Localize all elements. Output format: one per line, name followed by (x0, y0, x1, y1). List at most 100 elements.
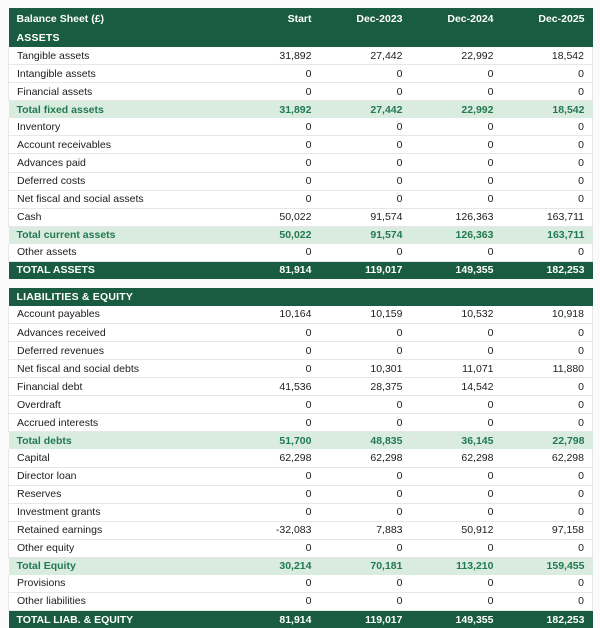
row-label: Net fiscal and social assets (9, 190, 229, 208)
row-value: 0 (502, 503, 593, 521)
row-value: 0 (502, 118, 593, 136)
row-value: 0 (229, 190, 320, 208)
row-label: Deferred revenues (9, 342, 229, 360)
row-value: 50,022 (229, 208, 320, 226)
row-value: 0 (229, 592, 320, 610)
section-header-label: LIABILITIES & EQUITY (9, 288, 593, 306)
row-value: 0 (320, 154, 411, 172)
row-label: Account payables (9, 306, 229, 324)
row-value: 22,798 (502, 432, 593, 450)
row-value: 0 (411, 575, 502, 593)
row-label: Total debts (9, 432, 229, 450)
row-value: 0 (411, 65, 502, 83)
row-value: 0 (229, 539, 320, 557)
section-gap (9, 279, 593, 288)
row-value: 97,158 (502, 521, 593, 539)
row-value: 0 (320, 414, 411, 432)
row-value: 22,992 (411, 101, 502, 119)
row-value: 0 (411, 342, 502, 360)
row-value: 0 (229, 414, 320, 432)
row-label: Financial debt (9, 378, 229, 396)
row-value: 18,542 (502, 47, 593, 65)
row-value: 0 (411, 118, 502, 136)
row-value: 0 (411, 592, 502, 610)
row-value: 91,574 (320, 226, 411, 244)
row-value: 91,574 (320, 208, 411, 226)
row-value: 0 (320, 136, 411, 154)
row-value: 22,992 (411, 47, 502, 65)
row-value: 0 (320, 575, 411, 593)
row-value: 0 (320, 172, 411, 190)
row-value: 0 (502, 190, 593, 208)
column-header-start: Start (229, 8, 320, 29)
row-value: 27,442 (320, 47, 411, 65)
row-value: 119,017 (320, 611, 411, 628)
row-value: 0 (229, 467, 320, 485)
row-value: 0 (411, 485, 502, 503)
row-label: Provisions (9, 575, 229, 593)
row-label: Net fiscal and social debts (9, 360, 229, 378)
row-label: Other liabilities (9, 592, 229, 610)
row-label: Director loan (9, 467, 229, 485)
row-value: 0 (320, 65, 411, 83)
section-header-label: ASSETS (9, 29, 593, 47)
row-value: 149,355 (411, 611, 502, 628)
row-value: 0 (320, 190, 411, 208)
row-value: 10,159 (320, 306, 411, 324)
row-value: 0 (502, 592, 593, 610)
column-header-dec-2024: Dec-2024 (411, 8, 502, 29)
row-value: 0 (229, 118, 320, 136)
row-value: 0 (502, 575, 593, 593)
table-header-row: Balance Sheet (£) Start Dec-2023 Dec-202… (9, 8, 593, 29)
row-value: 62,298 (411, 449, 502, 467)
row-value: 182,253 (502, 611, 593, 628)
row-value: 0 (320, 592, 411, 610)
row-value: 0 (229, 244, 320, 262)
row-value: 113,210 (411, 557, 502, 575)
row-value: 70,181 (320, 557, 411, 575)
row-value: 0 (229, 360, 320, 378)
row-value: 0 (320, 503, 411, 521)
row-value: 149,355 (411, 261, 502, 279)
row-label: TOTAL ASSETS (9, 261, 229, 279)
row-value: 0 (320, 342, 411, 360)
row-value: 0 (502, 172, 593, 190)
row-value: 48,835 (320, 432, 411, 450)
row-label: Overdraft (9, 396, 229, 414)
row-value: 0 (229, 485, 320, 503)
row-value: 126,363 (411, 208, 502, 226)
row-value: 0 (502, 414, 593, 432)
row-value: 62,298 (502, 449, 593, 467)
row-value: 126,363 (411, 226, 502, 244)
row-label: Advances paid (9, 154, 229, 172)
row-value: 11,071 (411, 360, 502, 378)
row-value: 159,455 (502, 557, 593, 575)
row-value: 0 (502, 467, 593, 485)
row-value: 62,298 (320, 449, 411, 467)
row-value: 0 (229, 396, 320, 414)
row-value: 41,536 (229, 378, 320, 396)
row-value: 0 (229, 324, 320, 342)
row-label: Total Equity (9, 557, 229, 575)
row-value: 0 (411, 154, 502, 172)
row-label: Accrued interests (9, 414, 229, 432)
row-value: 0 (229, 136, 320, 154)
row-value: 10,918 (502, 306, 593, 324)
row-value: 0 (411, 172, 502, 190)
row-value: 0 (229, 575, 320, 593)
section-gap-cell (9, 279, 593, 288)
row-value: 0 (229, 172, 320, 190)
row-label: TOTAL LIAB. & EQUITY (9, 611, 229, 628)
row-value: 0 (502, 342, 593, 360)
column-header-dec-2023: Dec-2023 (320, 8, 411, 29)
